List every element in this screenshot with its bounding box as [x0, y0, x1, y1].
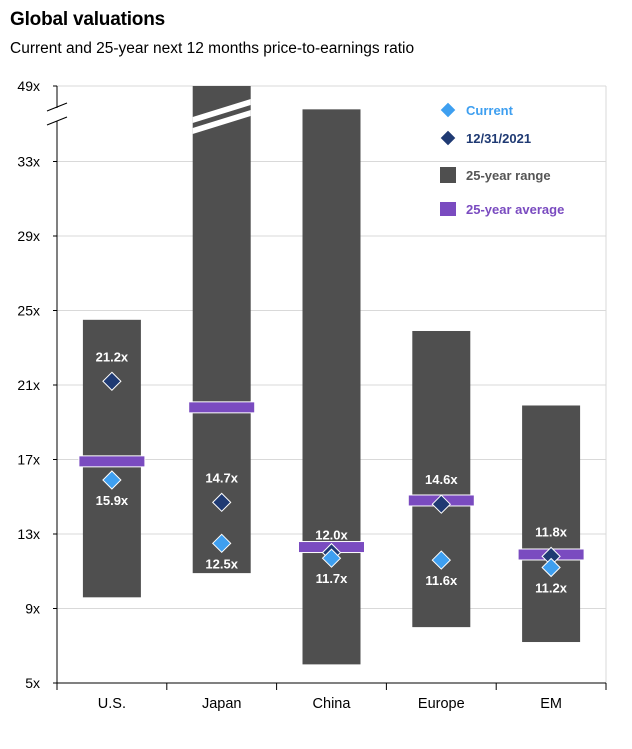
y-tick-label: 17x — [17, 452, 40, 468]
range-bar — [522, 405, 581, 643]
x-tick-label: Japan — [202, 696, 242, 712]
x-tick-label: Europe — [418, 696, 465, 712]
axis-break-mark — [46, 116, 68, 126]
average-marker — [188, 401, 256, 414]
range-bar — [412, 330, 471, 628]
legend-label-range: 25-year range — [466, 168, 551, 183]
chart-title: Global valuations — [10, 9, 165, 30]
bar-break-stripe — [192, 110, 251, 134]
chart-subtitle: Current and 25-year next 12 months price… — [10, 40, 415, 57]
legend-label-prior: 12/31/2021 — [466, 131, 531, 146]
y-tick-label: 21x — [17, 377, 40, 393]
prior-data-label: 14.7x — [205, 470, 238, 485]
legend-label-current: Current — [466, 103, 514, 118]
y-tick-label: 49x — [17, 78, 40, 94]
prior-data-label: 21.2x — [96, 349, 129, 364]
prior-marker — [431, 494, 452, 514]
current-marker — [211, 533, 232, 554]
current-marker — [321, 548, 342, 568]
prior-data-label: 11.8x — [535, 524, 568, 539]
legend-current-marker — [439, 101, 457, 119]
current-data-label: 11.6x — [425, 573, 458, 588]
y-tick-label: 13x — [17, 526, 40, 542]
legend-average-swatch — [440, 202, 456, 216]
x-tick-label: U.S. — [98, 696, 126, 712]
y-tick-label: 29x — [17, 228, 40, 244]
current-marker — [431, 550, 452, 570]
prior-data-label: 14.6x — [425, 472, 458, 487]
prior-marker — [211, 492, 232, 513]
x-tick-label: China — [313, 696, 352, 712]
current-marker — [102, 470, 122, 490]
current-data-label: 11.7x — [316, 571, 349, 586]
legend-range-swatch — [440, 167, 456, 183]
y-tick-label: 33x — [17, 154, 40, 170]
bar-break-stripe — [192, 99, 251, 123]
legend-prior-marker — [439, 129, 457, 147]
y-tick-label: 9x — [25, 601, 40, 617]
average-marker — [78, 455, 146, 468]
range-bar — [192, 86, 251, 574]
y-tick-label: 25x — [17, 303, 40, 319]
y-tick-label: 5x — [25, 675, 40, 691]
legend-label-average: 25-year average — [466, 202, 564, 217]
prior-marker — [102, 371, 122, 391]
current-data-label: 15.9x — [96, 493, 129, 508]
x-tick-label: EM — [540, 696, 562, 712]
current-marker — [541, 557, 561, 578]
range-bar — [302, 109, 361, 665]
current-data-label: 12.5x — [205, 556, 238, 571]
prior-data-label: 12.0x — [315, 528, 348, 543]
axis-break-mark — [46, 102, 68, 112]
current-data-label: 11.2x — [535, 581, 568, 596]
